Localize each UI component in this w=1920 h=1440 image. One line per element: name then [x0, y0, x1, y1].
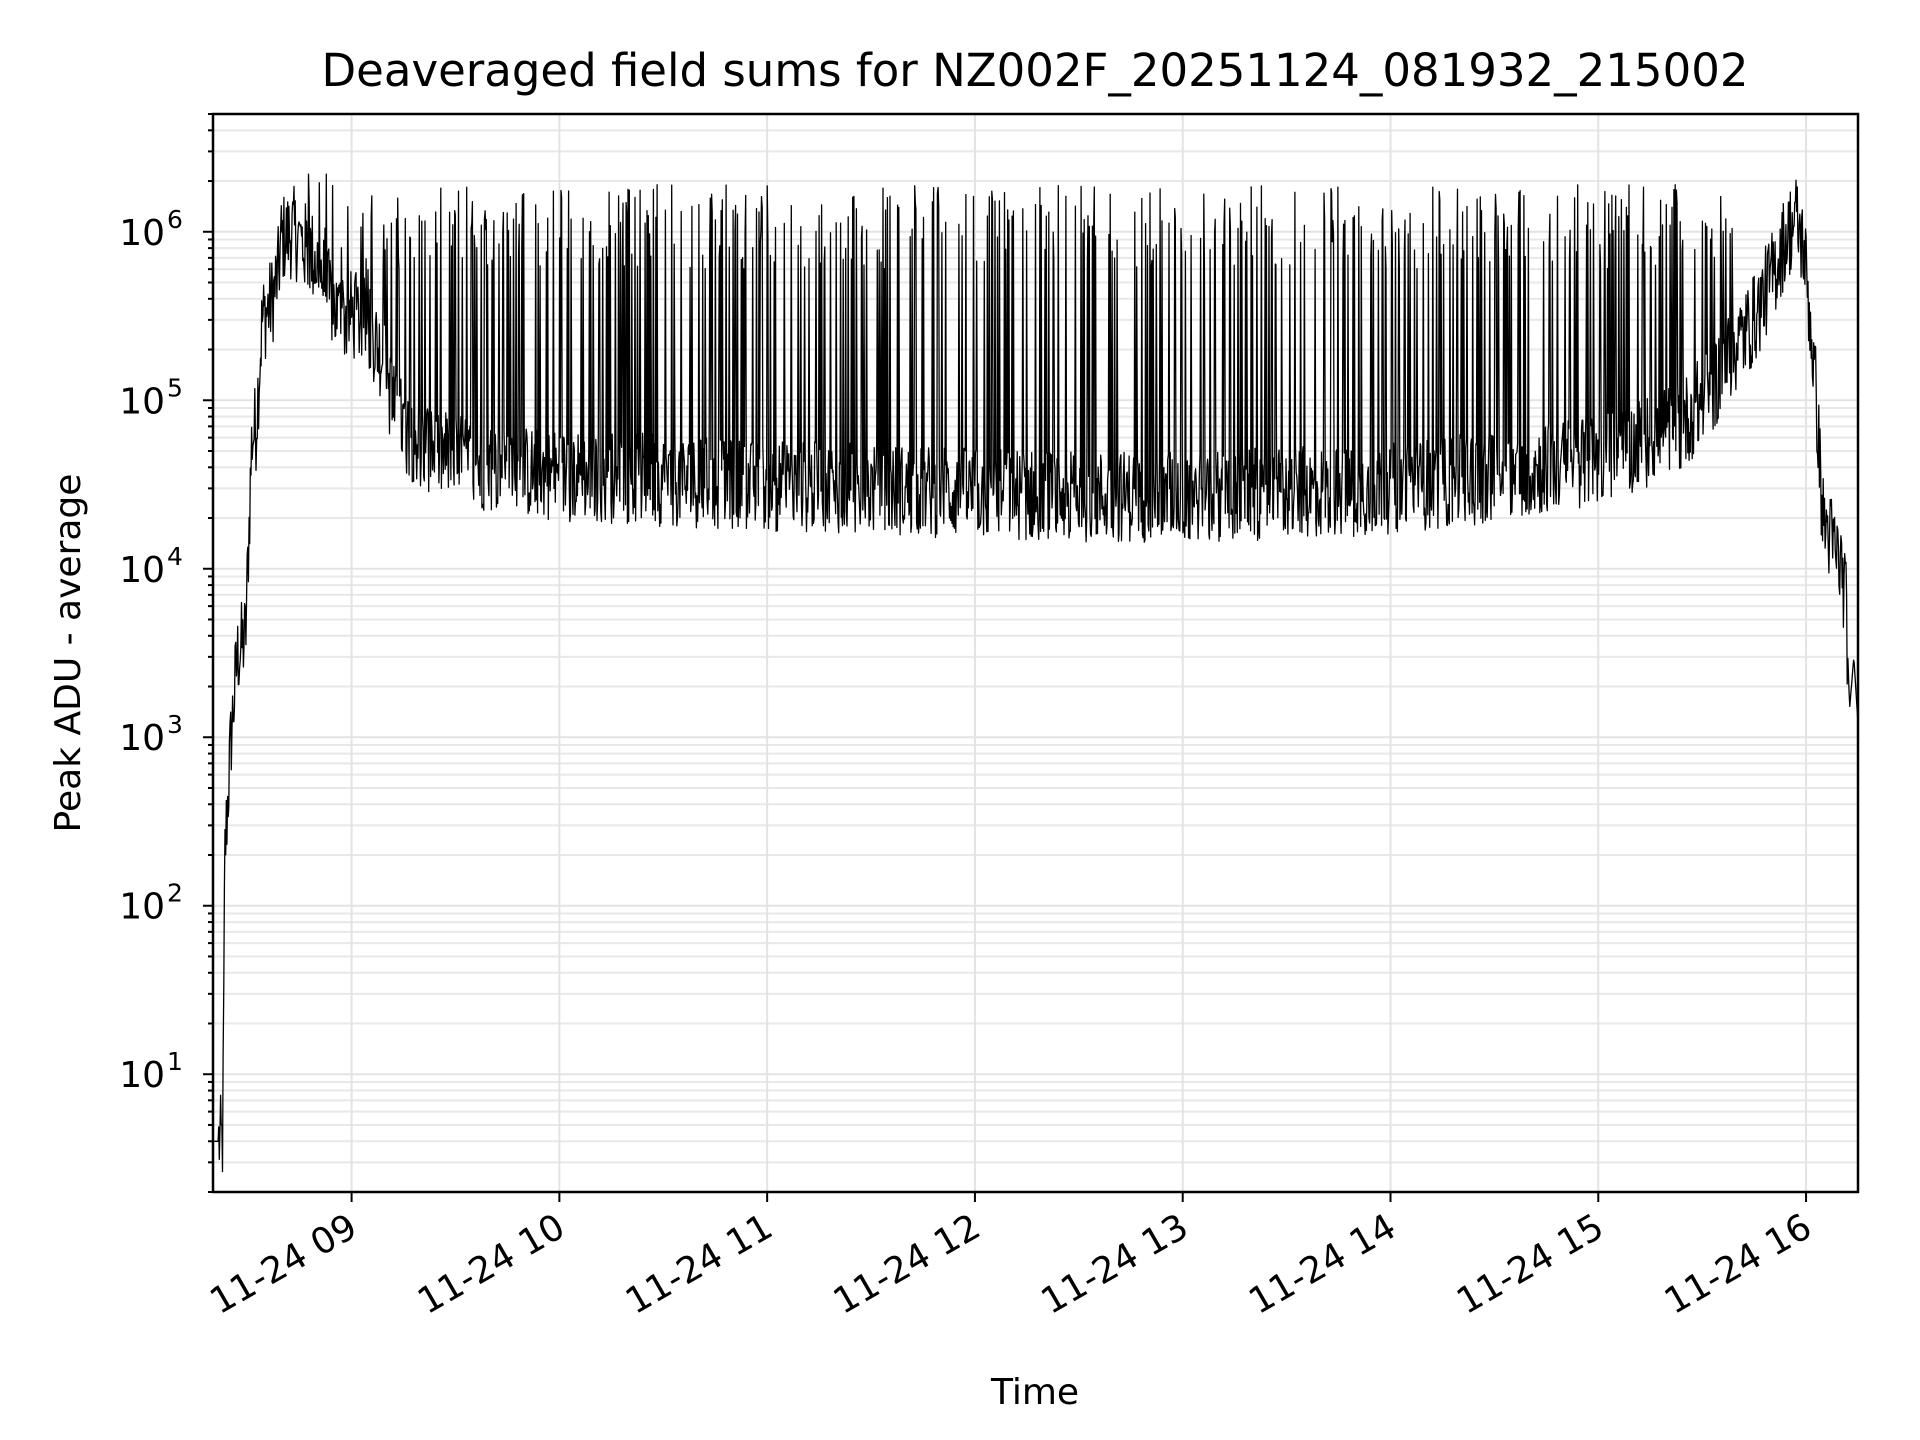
- y-tick-label: 10 5: [119, 373, 183, 422]
- y-tick-label-exponent: 4: [167, 542, 183, 571]
- y-tick-label: 10 4: [119, 542, 183, 591]
- plot-frame: [211, 112, 1860, 1194]
- chart-title: Deaveraged field sums for NZ002F_2025112…: [322, 44, 1749, 97]
- y-tick-label-base: 10: [119, 1055, 165, 1096]
- y-tick-label-exponent: 6: [167, 205, 183, 234]
- y-axis-label: Peak ADU - average: [48, 474, 89, 833]
- y-tick-label: 10 3: [119, 710, 183, 759]
- x-axis-label: Time: [990, 1372, 1079, 1413]
- y-tick-label-base: 10: [119, 550, 165, 591]
- y-tick-label-base: 10: [119, 718, 165, 759]
- y-tick-label: 10 2: [119, 879, 183, 928]
- y-tick-label-base: 10: [119, 381, 165, 422]
- y-tick-label-base: 10: [119, 887, 165, 928]
- y-tick-label-exponent: 3: [167, 710, 183, 739]
- y-tick-label-base: 10: [119, 213, 165, 254]
- y-tick-label-exponent: 5: [167, 373, 183, 402]
- y-tick-label: 10 6: [119, 205, 183, 254]
- series-line: [212, 173, 1859, 1173]
- y-tick-label-exponent: 2: [167, 879, 183, 908]
- y-tick-label: 10 1: [119, 1047, 183, 1096]
- y-tick-label-exponent: 1: [167, 1047, 183, 1076]
